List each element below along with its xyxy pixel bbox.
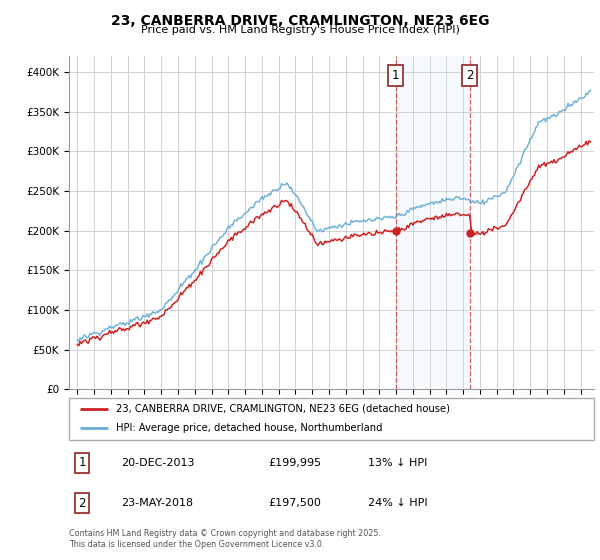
Text: 24% ↓ HPI: 24% ↓ HPI: [368, 498, 428, 508]
Text: 23, CANBERRA DRIVE, CRAMLINGTON, NE23 6EG (detached house): 23, CANBERRA DRIVE, CRAMLINGTON, NE23 6E…: [116, 404, 450, 414]
Text: 1: 1: [79, 456, 86, 469]
Text: £199,995: £199,995: [269, 458, 322, 468]
Text: 23-MAY-2018: 23-MAY-2018: [121, 498, 194, 508]
Bar: [395, 56, 470, 389]
Text: £197,500: £197,500: [269, 498, 322, 508]
Text: 20-DEC-2013: 20-DEC-2013: [121, 458, 195, 468]
Text: 2: 2: [466, 69, 473, 82]
Text: 1: 1: [392, 69, 400, 82]
Text: Contains HM Land Registry data © Crown copyright and database right 2025.
This d: Contains HM Land Registry data © Crown c…: [69, 529, 381, 549]
Text: HPI: Average price, detached house, Northumberland: HPI: Average price, detached house, Nort…: [116, 423, 383, 433]
Text: 13% ↓ HPI: 13% ↓ HPI: [368, 458, 428, 468]
Text: Price paid vs. HM Land Registry's House Price Index (HPI): Price paid vs. HM Land Registry's House …: [140, 25, 460, 35]
Text: 2: 2: [79, 497, 86, 510]
Text: 23, CANBERRA DRIVE, CRAMLINGTON, NE23 6EG: 23, CANBERRA DRIVE, CRAMLINGTON, NE23 6E…: [111, 14, 489, 28]
